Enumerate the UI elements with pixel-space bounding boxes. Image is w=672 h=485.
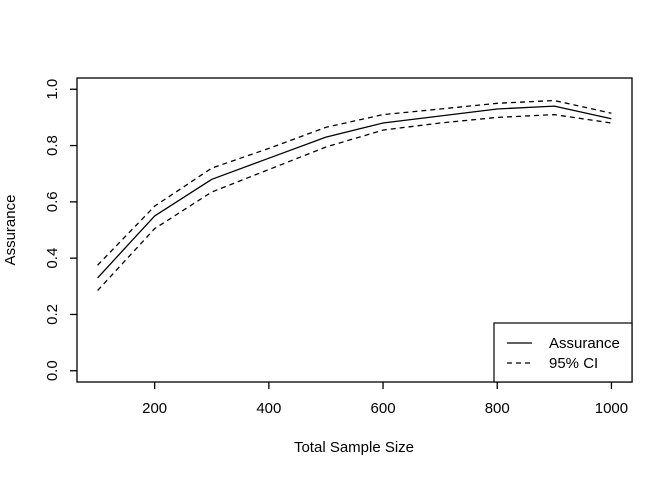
x-tick-label: 600 xyxy=(371,400,396,417)
y-tick-label: 1.0 xyxy=(44,79,61,100)
y-tick-label: 0.6 xyxy=(44,191,61,212)
y-tick-label: 0.0 xyxy=(44,360,61,381)
legend-label: Assurance xyxy=(549,335,620,352)
y-tick-label: 0.8 xyxy=(44,135,61,156)
legend-box xyxy=(493,322,633,383)
data-series-group xyxy=(97,99,612,291)
y-axis: 0.0 0.2 0.4 0.6 0.8 1.0 xyxy=(44,79,77,381)
x-tick-label: 400 xyxy=(256,400,281,417)
x-tick-label: 800 xyxy=(485,400,510,417)
legend: Assurance 95% CI xyxy=(493,322,633,383)
legend-label: 95% CI xyxy=(549,355,598,372)
x-axis-title: Total Sample Size xyxy=(294,439,414,456)
y-axis-title: Assurance xyxy=(2,195,19,266)
series-line-95-ci-upper xyxy=(97,99,612,266)
plot-box xyxy=(76,77,633,383)
y-tick-label: 0.2 xyxy=(44,304,61,325)
x-axis: 200 400 600 800 1000 xyxy=(142,382,628,417)
series-line-assurance xyxy=(97,105,612,279)
y-tick-label: 0.4 xyxy=(44,248,61,269)
x-tick-label: 1000 xyxy=(595,400,628,417)
x-tick-label: 200 xyxy=(142,400,167,417)
series-line-95-ci-lower xyxy=(97,113,612,291)
